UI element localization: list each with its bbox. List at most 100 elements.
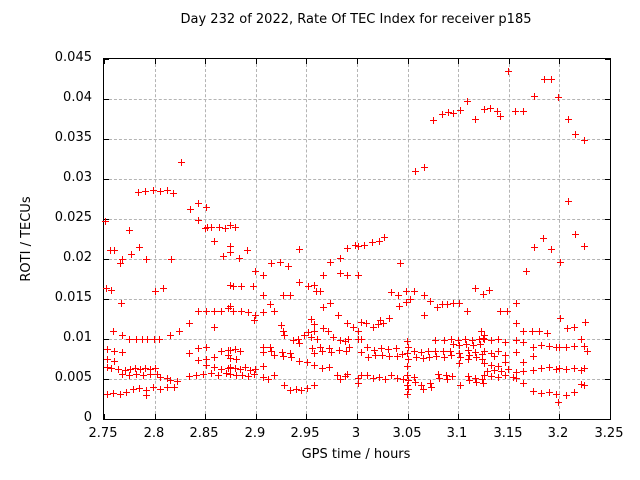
x-tick-label: 3.2 xyxy=(547,426,569,441)
data-point xyxy=(520,380,527,387)
data-point xyxy=(278,322,285,329)
data-point xyxy=(472,375,479,382)
data-point xyxy=(215,372,222,379)
data-point xyxy=(260,292,267,299)
y-tick-label: 0.025 xyxy=(54,210,92,225)
data-point xyxy=(413,354,420,361)
data-point xyxy=(154,371,161,378)
data-point xyxy=(227,243,234,250)
data-point xyxy=(260,374,267,381)
data-point xyxy=(538,365,545,372)
data-point xyxy=(420,386,427,393)
data-point xyxy=(450,110,457,117)
data-point xyxy=(164,384,171,391)
data-point xyxy=(311,362,318,369)
data-point xyxy=(530,344,537,351)
data-point xyxy=(548,76,555,83)
data-point xyxy=(117,391,124,398)
data-point xyxy=(477,341,484,348)
data-point xyxy=(144,336,151,343)
x-tick-mark xyxy=(509,59,510,64)
data-point xyxy=(345,336,352,343)
data-point xyxy=(252,268,259,275)
y-tick-mark xyxy=(605,339,610,340)
data-point xyxy=(376,238,383,245)
data-point xyxy=(581,243,588,250)
data-point xyxy=(465,373,472,380)
data-point xyxy=(271,308,278,315)
data-point xyxy=(337,270,344,277)
data-point xyxy=(484,368,491,375)
data-point xyxy=(502,339,509,346)
data-point xyxy=(211,354,218,361)
data-point xyxy=(326,345,333,352)
data-point xyxy=(296,279,303,286)
data-point xyxy=(319,348,326,355)
data-point xyxy=(480,380,487,387)
x-tick-mark xyxy=(357,414,358,419)
data-point xyxy=(497,113,504,120)
data-point xyxy=(470,342,477,349)
data-point xyxy=(418,349,425,356)
data-point xyxy=(344,245,351,252)
data-point xyxy=(480,291,487,298)
data-point xyxy=(404,350,411,357)
y-tick-label: 0 xyxy=(83,410,92,425)
y-tick-mark xyxy=(104,139,109,140)
x-tick-label: 2.9 xyxy=(244,426,266,441)
data-point xyxy=(350,324,357,331)
data-point xyxy=(227,303,234,310)
data-point xyxy=(556,344,563,351)
data-point xyxy=(143,256,150,263)
x-tick-mark xyxy=(408,59,409,64)
data-point xyxy=(150,187,157,194)
data-point xyxy=(411,374,418,381)
y-tick-mark xyxy=(104,419,109,420)
data-point xyxy=(497,308,504,315)
data-point xyxy=(186,373,193,380)
data-point xyxy=(236,255,243,262)
data-point xyxy=(167,377,174,384)
y-gridline xyxy=(104,99,610,100)
data-point xyxy=(118,300,125,307)
data-point xyxy=(108,365,115,372)
data-point xyxy=(245,373,252,380)
data-point xyxy=(364,344,371,351)
data-point xyxy=(481,348,488,355)
data-point xyxy=(355,380,362,387)
y-tick-mark xyxy=(605,179,610,180)
x-tick-mark xyxy=(155,414,156,419)
data-point xyxy=(104,391,111,398)
data-point xyxy=(127,366,134,373)
data-point xyxy=(355,336,362,343)
data-point xyxy=(358,349,365,356)
data-point xyxy=(444,376,451,383)
data-point xyxy=(287,292,294,299)
data-point xyxy=(186,320,193,327)
data-point xyxy=(495,363,502,370)
x-tick-mark xyxy=(509,414,510,419)
data-point xyxy=(104,346,111,353)
data-point xyxy=(233,356,240,363)
data-point xyxy=(399,351,406,358)
data-point xyxy=(130,386,137,393)
data-point xyxy=(371,347,378,354)
y-tick-mark xyxy=(104,339,109,340)
data-point xyxy=(480,335,487,342)
x-tick-mark xyxy=(458,414,459,419)
data-point xyxy=(108,287,115,294)
data-point xyxy=(335,312,342,319)
data-point xyxy=(382,376,389,383)
data-point xyxy=(473,379,480,386)
data-point xyxy=(369,239,376,246)
data-point xyxy=(132,365,139,372)
data-point xyxy=(147,371,154,378)
x-tick-label: 3.05 xyxy=(392,426,422,441)
x-tick-mark xyxy=(256,59,257,64)
data-point xyxy=(330,334,337,341)
data-point xyxy=(411,288,418,295)
data-point xyxy=(407,296,414,303)
data-point xyxy=(466,377,473,384)
data-point xyxy=(520,108,527,115)
data-point xyxy=(225,365,232,372)
